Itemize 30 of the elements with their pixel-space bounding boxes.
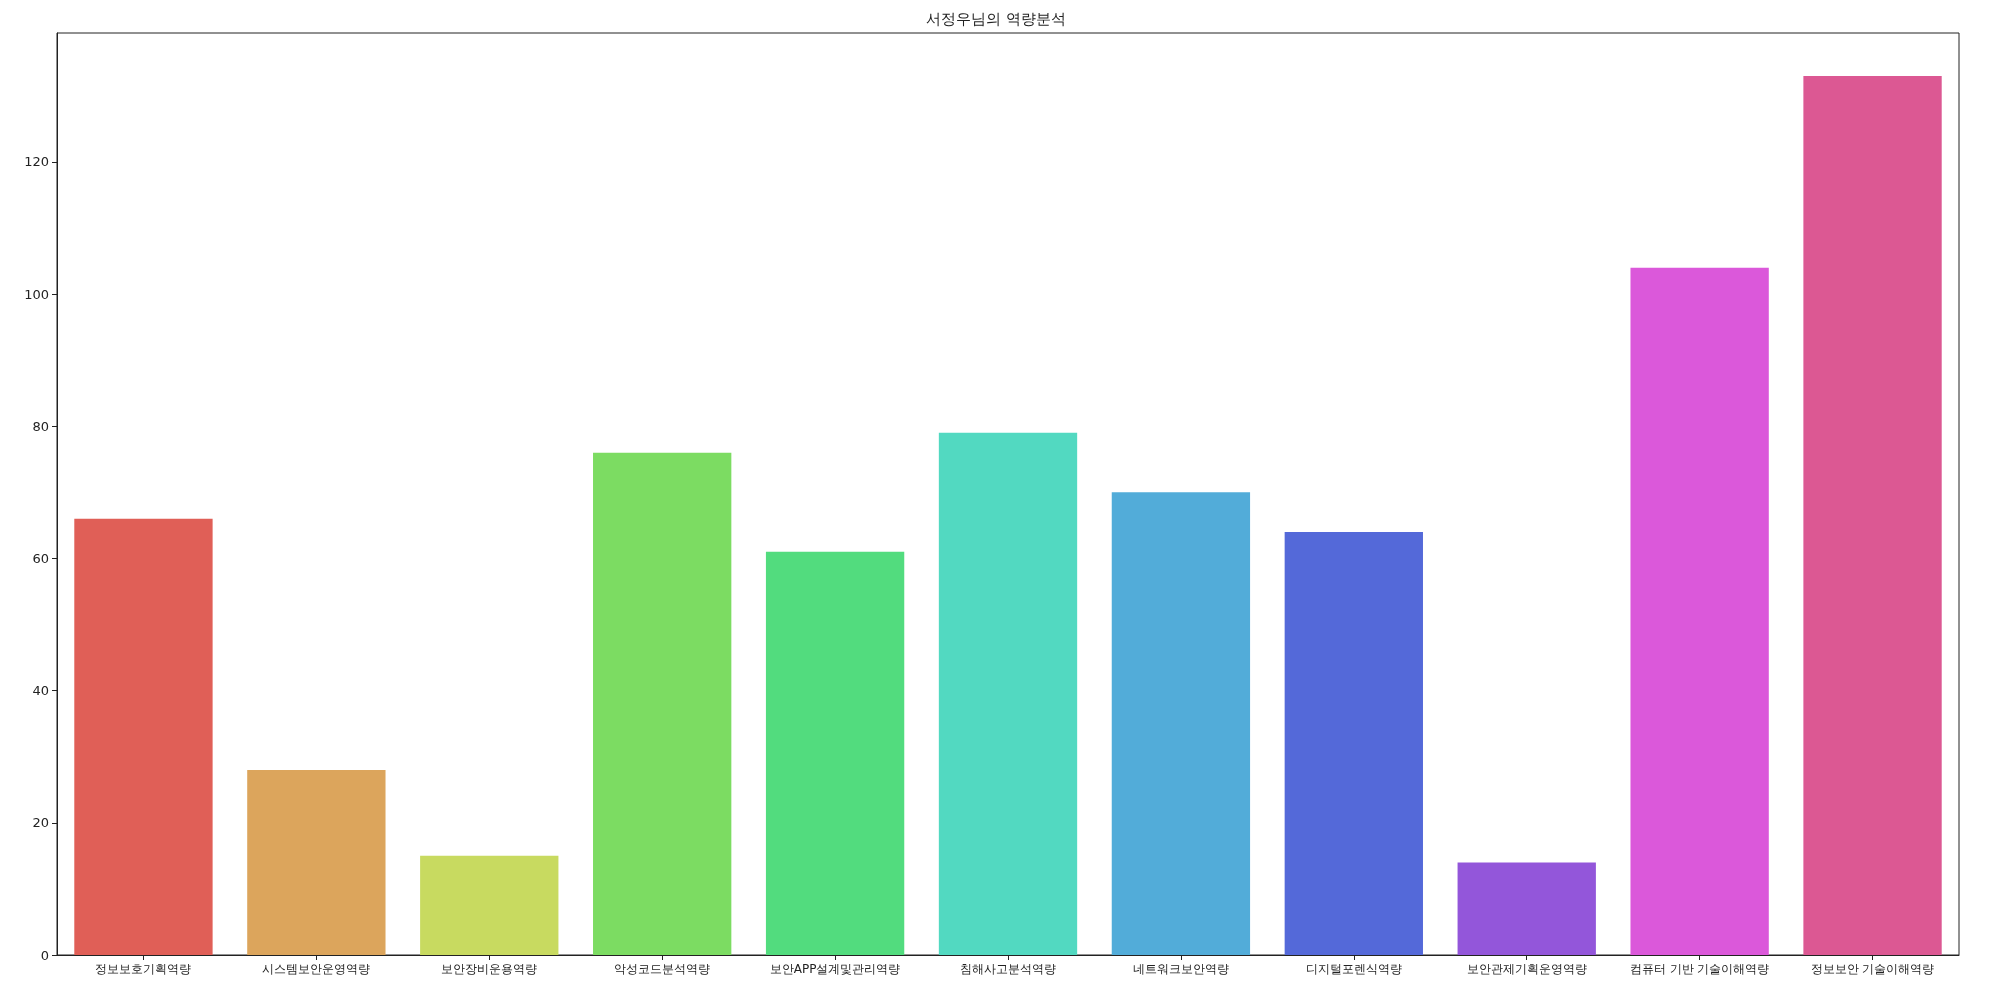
x-tick-label: 보안APP설계및관리역량 bbox=[769, 962, 901, 976]
x-tick-label: 보안장비운용역량 bbox=[441, 962, 538, 976]
bar bbox=[1111, 492, 1251, 955]
bar bbox=[1803, 75, 1942, 955]
bar bbox=[938, 432, 1078, 955]
y-tick-label: 80 bbox=[32, 418, 49, 434]
x-tick-label: 보안관제기획운영역량 bbox=[1466, 962, 1587, 976]
bar bbox=[1284, 532, 1423, 955]
bar bbox=[420, 855, 559, 955]
x-tick-label: 정보보안 기술이해역량 bbox=[1810, 962, 1935, 976]
y-tick-label: 120 bbox=[24, 154, 49, 170]
y-tick-label: 100 bbox=[24, 286, 49, 302]
x-tick-label: 시스템보안운영역량 bbox=[262, 962, 371, 976]
x-tick-label: 컴퓨터 기반 기술이해역량 bbox=[1629, 962, 1770, 976]
bar bbox=[1630, 267, 1769, 955]
x-tick-label: 침해사고분석역량 bbox=[960, 962, 1056, 976]
bar bbox=[593, 452, 732, 955]
bar bbox=[74, 518, 213, 955]
bar bbox=[1457, 862, 1596, 955]
x-tick-label: 악성코드분석역량 bbox=[614, 962, 711, 976]
x-tick-label: 디지털포렌식역량 bbox=[1305, 962, 1402, 976]
y-tick-label: 60 bbox=[32, 550, 49, 566]
y-tick-label: 20 bbox=[32, 815, 49, 831]
chart-title: 서정우님의 역량분석 bbox=[926, 9, 1066, 28]
y-tick-label: 40 bbox=[32, 683, 49, 699]
x-tick-label: 정보보호기획역량 bbox=[95, 962, 192, 976]
x-tick-label: 네트워크보안역량 bbox=[1132, 962, 1229, 976]
bar bbox=[765, 551, 905, 955]
y-tick-label: 0 bbox=[40, 947, 49, 963]
bar bbox=[247, 769, 386, 955]
